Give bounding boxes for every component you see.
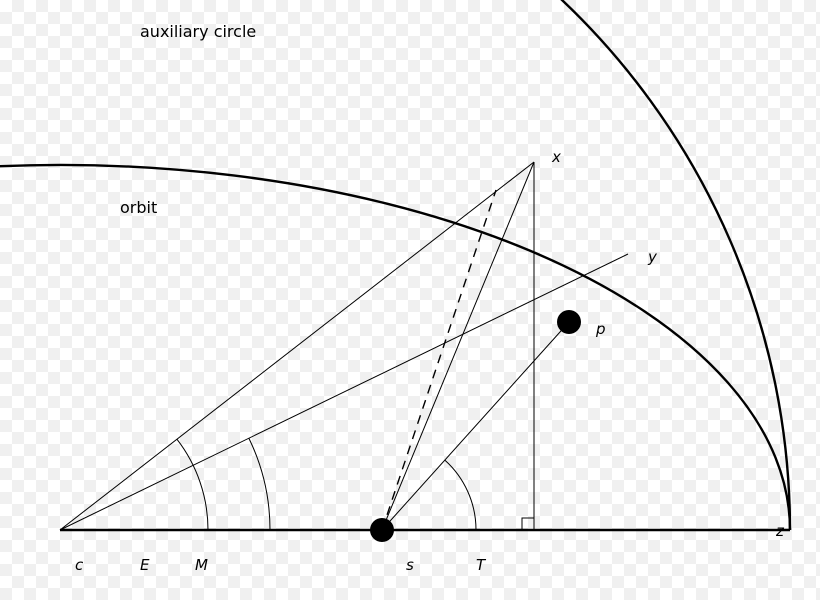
line-s-p bbox=[382, 322, 569, 530]
right-angle-marker bbox=[522, 518, 534, 530]
auxiliary-circle-arc bbox=[0, 0, 790, 530]
label-c: c bbox=[75, 556, 83, 574]
label-orbit: orbit bbox=[120, 198, 157, 217]
point-p bbox=[557, 310, 581, 334]
heavy-strokes bbox=[0, 0, 790, 530]
construction-lines bbox=[60, 162, 628, 530]
label-T: T bbox=[476, 556, 485, 574]
angle-arc-T bbox=[445, 460, 476, 530]
label-M: M bbox=[195, 556, 208, 574]
orbit-ellipse-arc bbox=[0, 165, 790, 530]
diagram-svg bbox=[0, 0, 820, 600]
line-c-y bbox=[60, 254, 628, 530]
label-auxiliary-circle: auxiliary circle bbox=[140, 22, 256, 41]
label-z: z bbox=[776, 522, 784, 540]
angle-arcs bbox=[177, 438, 476, 530]
label-y: y bbox=[648, 248, 657, 266]
dashed-line bbox=[382, 190, 496, 530]
angle-arc-M bbox=[249, 438, 270, 530]
label-x: x bbox=[552, 148, 561, 166]
angle-arc-E bbox=[177, 439, 208, 530]
line-c-x bbox=[60, 162, 534, 530]
mean-anomaly-dashed bbox=[382, 190, 496, 530]
label-s: s bbox=[406, 556, 414, 574]
point-s bbox=[370, 518, 394, 542]
marks bbox=[522, 518, 534, 530]
label-p: p bbox=[596, 320, 606, 338]
label-E: E bbox=[140, 556, 149, 574]
